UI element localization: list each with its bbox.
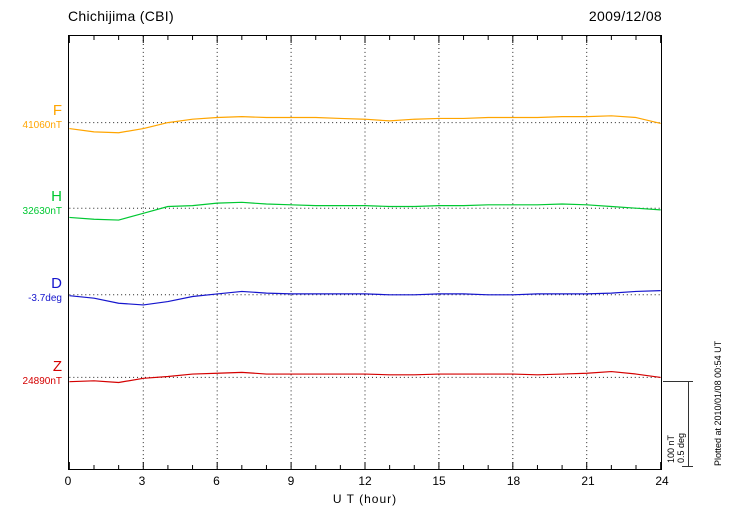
scale-bar-bottom-cap xyxy=(682,466,693,467)
x-tick-label: 12 xyxy=(358,474,372,488)
series-label-f: F 41060nT xyxy=(0,102,62,131)
plot-area xyxy=(68,35,662,470)
series-label-h: H 32630nT xyxy=(0,188,62,217)
date-label: 2009/12/08 xyxy=(588,8,662,24)
x-tick-label: 24 xyxy=(655,474,669,488)
x-tick-label: 15 xyxy=(432,474,446,488)
series-name: D xyxy=(51,275,62,292)
x-axis-label: U T (hour) xyxy=(332,492,398,506)
trace-H xyxy=(69,201,661,221)
trace-Z xyxy=(69,370,661,384)
x-tick-label: 21 xyxy=(581,474,595,488)
scale-bar-top-cap xyxy=(663,381,693,382)
series-label-z: Z 24890nT xyxy=(0,358,62,387)
trace-F xyxy=(69,115,661,134)
scale-bar-label-nt: 100 nT xyxy=(666,434,676,463)
x-tick-label: 0 xyxy=(64,474,72,488)
x-tick-label: 6 xyxy=(213,474,220,488)
series-name: Z xyxy=(52,358,62,375)
scale-bar-label-deg: 0.5 deg xyxy=(676,432,686,463)
series-baseline-value: 41060nT xyxy=(22,120,62,131)
series-baseline-value: 32630nT xyxy=(22,206,62,217)
x-tick-label: 9 xyxy=(287,474,295,488)
plotted-at-note: Plotted at 2010/01/08 00:54 UT xyxy=(713,340,723,466)
series-label-d: D -3.7deg xyxy=(0,275,62,304)
series-baseline-value: 24890nT xyxy=(22,376,62,387)
series-baseline-value: -3.7deg xyxy=(28,293,62,304)
trace-D xyxy=(69,290,661,306)
x-tick-label: 18 xyxy=(506,474,521,488)
scale-bar xyxy=(688,381,689,466)
series-name: H xyxy=(51,188,62,205)
x-tick-label: 3 xyxy=(138,474,146,488)
page-title: Chichijima (CBI) xyxy=(68,8,174,24)
series-name: F xyxy=(52,102,62,119)
magnetogram-svg xyxy=(69,36,661,469)
